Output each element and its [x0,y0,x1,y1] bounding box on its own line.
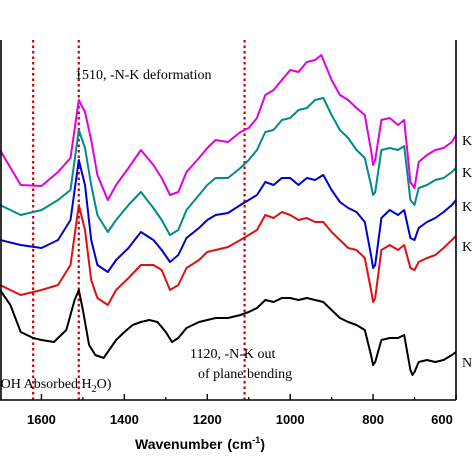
x-tick-label-800: 800 [362,412,384,427]
reference-lines [32,40,246,400]
series-label-1: K [462,134,472,149]
series-label-5: N [462,356,472,371]
annotation-1120-line1: 1120, -N-K out [190,347,276,362]
x-axis-label: Wavenumber (cm-1) [135,435,265,452]
x-axis-ticks: 1600 1400 1200 1000 800 600 [27,394,457,427]
annotation-1120-line2: of plane bending [198,367,292,382]
x-tick-label-600: 600 [431,412,453,427]
series-line-2 [0,97,457,236]
series-label-4: K [462,240,472,255]
annotation-1510: 1510, -N-K deformation [75,68,211,83]
series-line-5 [0,289,457,376]
x-tick-label-1200: 1200 [193,412,222,427]
x-tick-label-1000: 1000 [276,412,305,427]
x-tick-label-1400: 1400 [110,412,139,427]
series-label-3: K [462,200,472,215]
series-line-3 [0,159,457,273]
x-tick-label-1600: 1600 [27,412,56,427]
spectra-series [0,54,457,376]
series-labels: K K K K N [462,134,472,371]
annotation-oh-absorbed: -OH Absorbed H2O) [0,377,112,395]
series-line-1 [0,54,457,201]
series-line-4 [0,204,457,306]
series-label-2: K [462,166,472,181]
